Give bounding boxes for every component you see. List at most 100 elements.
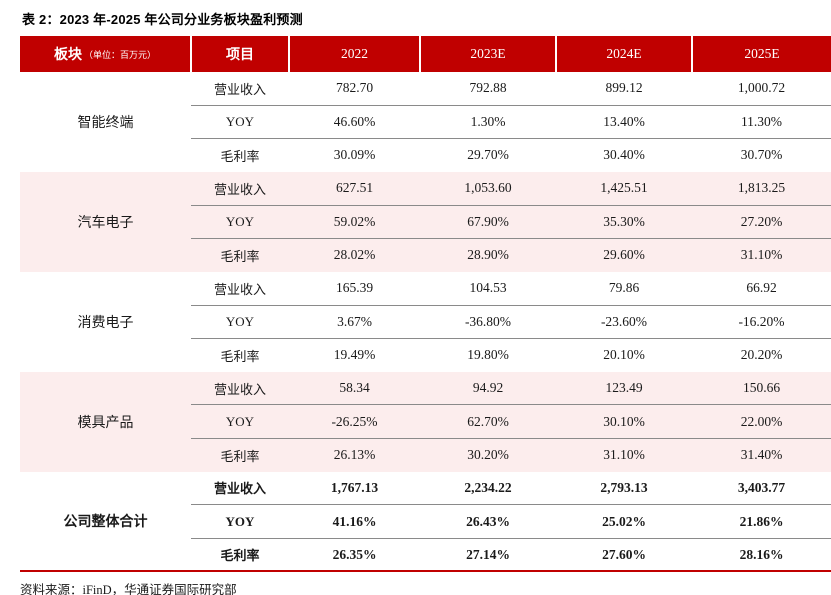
value-cell: 782.70 (289, 72, 420, 106)
item-cell: 营业收入 (191, 171, 289, 206)
value-cell: -16.20% (692, 305, 831, 339)
col-header-2022: 2022 (288, 36, 420, 72)
col-header-2024e: 2024E (555, 36, 692, 72)
table-row: YOY -26.25% 62.70% 30.10% 22.00% (20, 404, 831, 439)
table-row: 毛利率 26.13% 30.20% 31.10% 31.40% (20, 438, 831, 472)
table-row: 公司整体合计 营业收入 1,767.13 2,234.22 2,793.13 3,403.… (20, 471, 831, 572)
value-cell: 26.43% (420, 504, 556, 539)
value-cell: 22.00% (692, 404, 831, 439)
col-header-segment: 板块 （单位：百万元） (20, 36, 191, 72)
value-cell: 30.20% (420, 438, 556, 472)
value-cell: 94.92 (420, 371, 556, 406)
segment-cell: 智能终端 (20, 72, 191, 172)
item-cell: YOY (191, 205, 289, 239)
col-header-item: 项目 (190, 36, 289, 72)
item-cell: YOY (191, 504, 289, 539)
profit-forecast-table: 板块 （单位：百万元） 项目 2022 2023E 2024E 2025E 智能终… (20, 36, 831, 573)
table-header-row: 板块 （单位：百万元） 项目 2022 2023E 2024E 2025E (20, 36, 831, 72)
table-title: 表 2：2023 年-2025 年公司分业务板块盈利预测 (22, 12, 303, 27)
value-cell: 41.16% (289, 504, 420, 539)
item-cell: 营业收入 (191, 271, 289, 306)
item-cell: 毛利率 (191, 538, 289, 572)
segment-cell: 公司整体合计 (20, 471, 191, 572)
value-cell: 3.67% (289, 305, 420, 339)
value-cell: 66.92 (692, 271, 831, 306)
value-cell: 19.80% (420, 338, 556, 372)
value-cell: 1,813.25 (692, 171, 831, 206)
item-cell: 营业收入 (191, 72, 289, 106)
value-cell: 150.66 (692, 371, 831, 406)
item-cell: 营业收入 (191, 471, 289, 506)
value-cell: 627.51 (289, 171, 420, 206)
value-cell: 29.60% (556, 238, 692, 272)
table-row: 毛利率 28.02% 28.90% 29.60% 31.10% (20, 238, 831, 272)
value-cell: 27.20% (692, 205, 831, 239)
table-row: 智能终端 营业收入 782.70 792.88 899.12 1,000.72 (20, 72, 831, 172)
value-cell: -23.60% (556, 305, 692, 339)
item-cell: 毛利率 (191, 238, 289, 272)
value-cell: 165.39 (289, 271, 420, 306)
value-cell: 59.02% (289, 205, 420, 239)
value-cell: 13.40% (556, 105, 692, 140)
value-cell: 31.10% (692, 238, 831, 272)
col-header-segment-label: 板块 (53, 48, 82, 63)
value-cell: 25.02% (556, 504, 692, 539)
item-cell: YOY (191, 105, 289, 140)
source-note: 资料来源：iFinD，华通证券国际研究部 (20, 583, 237, 595)
value-cell: 30.10% (556, 404, 692, 439)
value-cell: 26.13% (289, 438, 420, 472)
value-cell: 46.60% (289, 105, 420, 140)
value-cell: 29.70% (420, 138, 556, 172)
value-cell: 21.86% (692, 504, 831, 539)
table-row: YOY 41.16% 26.43% 25.02% 21.86% (20, 504, 831, 539)
value-cell: -26.25% (289, 404, 420, 439)
value-cell: 899.12 (556, 72, 692, 106)
value-cell: 28.90% (420, 238, 556, 272)
value-cell: 58.34 (289, 371, 420, 406)
value-cell: 20.10% (556, 338, 692, 372)
value-cell: 1,767.13 (289, 471, 420, 506)
value-cell: 1,053.60 (420, 171, 556, 206)
value-cell: 1.30% (420, 105, 556, 140)
value-cell: 35.30% (556, 205, 692, 239)
table-row: 毛利率 19.49% 19.80% 20.10% 20.20% (20, 338, 831, 372)
value-cell: 1,000.72 (692, 72, 831, 106)
table-row: YOY 46.60% 1.30% 13.40% 11.30% (20, 105, 831, 140)
col-header-2025e: 2025E (691, 36, 831, 72)
value-cell: 20.20% (692, 338, 831, 372)
value-cell: 26.35% (289, 538, 420, 572)
value-cell: 30.70% (692, 138, 831, 172)
item-cell: 毛利率 (191, 138, 289, 172)
segment-cell: 消费电子 (20, 271, 191, 372)
item-cell: YOY (191, 404, 289, 439)
value-cell: 123.49 (556, 371, 692, 406)
value-cell: 62.70% (420, 404, 556, 439)
value-cell: 67.90% (420, 205, 556, 239)
table-row: 毛利率 30.09% 29.70% 30.40% 30.70% (20, 138, 831, 172)
value-cell: 30.40% (556, 138, 692, 172)
value-cell: 104.53 (420, 271, 556, 306)
value-cell: 27.60% (556, 538, 692, 572)
value-cell: 11.30% (692, 105, 831, 140)
value-cell: 31.40% (692, 438, 831, 472)
table-row: 消费电子 营业收入 165.39 104.53 79.86 66.92 (20, 271, 831, 372)
item-cell: YOY (191, 305, 289, 339)
table-row: 模具产品 营业收入 58.34 94.92 123.49 150.66 (20, 371, 831, 472)
value-cell: -36.80% (420, 305, 556, 339)
value-cell: 30.09% (289, 138, 420, 172)
col-header-2023e: 2023E (419, 36, 556, 72)
item-cell: 毛利率 (191, 438, 289, 472)
table-body: 智能终端 营业收入 782.70 792.88 899.12 1,000.72 YOY 46.… (20, 72, 831, 572)
value-cell: 3,403.77 (692, 471, 831, 506)
value-cell: 31.10% (556, 438, 692, 472)
value-cell: 2,793.13 (556, 471, 692, 506)
table-row: 汽车电子 营业收入 627.51 1,053.60 1,425.51 1,813.25 (20, 171, 831, 272)
table-row: YOY 59.02% 67.90% 35.30% 27.20% (20, 205, 831, 239)
table-row: 毛利率 26.35% 27.14% 27.60% 28.16% (20, 538, 831, 572)
table-row: YOY 3.67% -36.80% -23.60% -16.20% (20, 305, 831, 339)
item-cell: 营业收入 (191, 371, 289, 406)
value-cell: 28.02% (289, 238, 420, 272)
col-header-segment-unit: （单位：百万元） (83, 50, 156, 60)
value-cell: 19.49% (289, 338, 420, 372)
